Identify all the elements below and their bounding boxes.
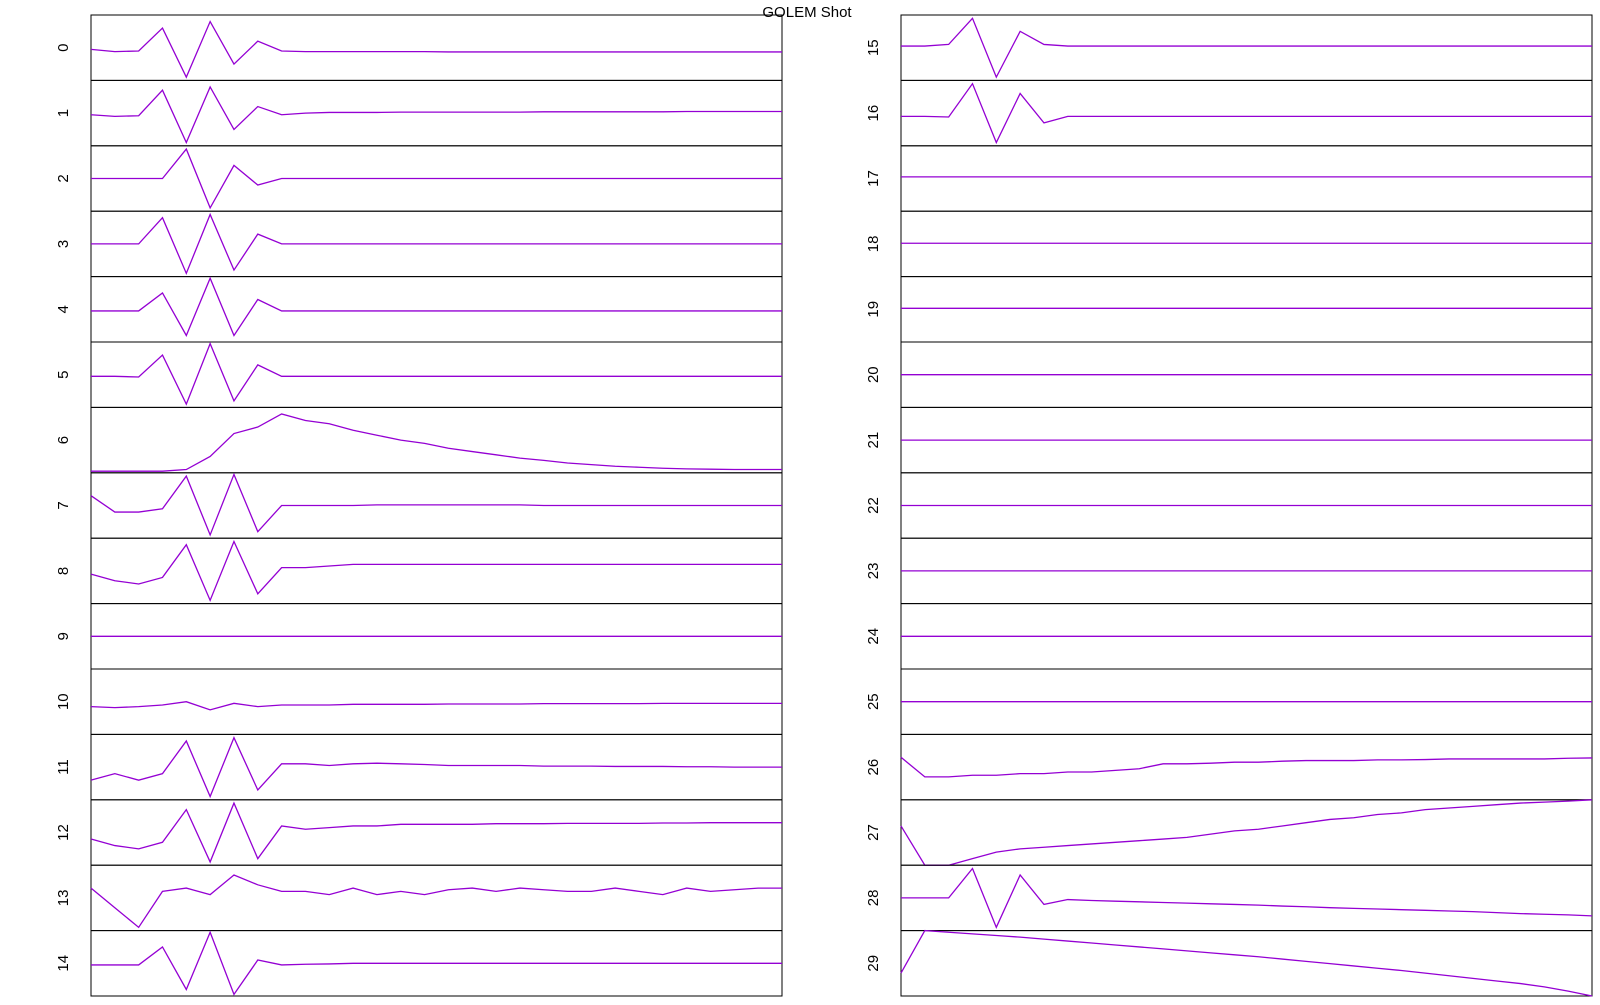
panel-frame bbox=[90, 537, 783, 605]
signal-line bbox=[901, 867, 1593, 929]
panel-frame bbox=[90, 79, 783, 147]
panel-label: 15 bbox=[865, 39, 882, 56]
panel-frame bbox=[90, 799, 783, 866]
signal-line bbox=[901, 82, 1592, 145]
panel-label: 13 bbox=[55, 890, 72, 907]
panel-label: 16 bbox=[865, 105, 882, 122]
panel-frame bbox=[900, 14, 1593, 81]
signal-line bbox=[90, 701, 782, 711]
panel-label: 5 bbox=[55, 371, 72, 379]
signal-line bbox=[900, 929, 1593, 997]
panel-label: 18 bbox=[865, 236, 882, 253]
panel-label: 4 bbox=[55, 305, 72, 313]
signal-line bbox=[90, 801, 782, 864]
panel-frame bbox=[90, 276, 783, 343]
panel-label: 10 bbox=[55, 693, 72, 710]
panel-frame bbox=[90, 668, 783, 735]
panel-frame bbox=[900, 930, 1593, 997]
signal-line bbox=[90, 472, 782, 537]
panel-label: 27 bbox=[865, 824, 882, 841]
panel-frame bbox=[900, 276, 1593, 343]
panel-label: 9 bbox=[55, 632, 72, 640]
signal-line bbox=[91, 212, 782, 276]
panel-label: 19 bbox=[865, 301, 882, 318]
panel-label: 17 bbox=[865, 170, 882, 187]
panel-label: 3 bbox=[55, 240, 72, 248]
signal-line bbox=[90, 736, 782, 799]
panel-label: 25 bbox=[865, 693, 882, 710]
panel-label: 14 bbox=[55, 955, 72, 972]
signal-line bbox=[91, 276, 782, 337]
signal-line bbox=[90, 874, 782, 929]
signal-line bbox=[90, 539, 782, 603]
panel-frame bbox=[900, 733, 1593, 801]
signal-line bbox=[90, 85, 782, 145]
panel-label: 0 bbox=[55, 44, 72, 52]
panel-frame bbox=[90, 864, 783, 932]
signal-line bbox=[901, 17, 1592, 79]
panel-frame bbox=[900, 864, 1593, 932]
panel-frame bbox=[900, 799, 1593, 866]
panel-label: 22 bbox=[865, 497, 882, 514]
panel-label: 28 bbox=[865, 890, 882, 907]
panel-frame bbox=[900, 79, 1593, 147]
panel-label: 24 bbox=[865, 628, 882, 645]
signal-line bbox=[900, 799, 1593, 866]
signal-line bbox=[91, 413, 782, 472]
panel-label: 29 bbox=[865, 955, 882, 972]
panel-label: 20 bbox=[865, 366, 882, 383]
signal-line bbox=[90, 20, 782, 79]
panel-frame bbox=[90, 406, 783, 474]
chart-title: GOLEM Shot bbox=[762, 4, 852, 21]
panel-label: 8 bbox=[55, 567, 72, 575]
panel-label: 11 bbox=[55, 759, 72, 775]
signal-line bbox=[91, 147, 782, 210]
panel-frame bbox=[900, 145, 1593, 212]
panel-label: 21 bbox=[865, 432, 882, 449]
panel-label: 12 bbox=[55, 824, 72, 841]
signal-line bbox=[900, 756, 1593, 778]
panel-label: 23 bbox=[865, 563, 882, 580]
panel-label: 7 bbox=[55, 501, 72, 509]
panel-frame bbox=[90, 341, 783, 408]
signal-line bbox=[91, 930, 782, 996]
panel-label: 6 bbox=[55, 436, 72, 444]
panel-label: 26 bbox=[865, 759, 882, 776]
panel-frame bbox=[90, 14, 783, 81]
signal-line bbox=[91, 341, 782, 406]
panel-label: 1 bbox=[55, 109, 72, 117]
panel-label: 2 bbox=[55, 174, 72, 182]
